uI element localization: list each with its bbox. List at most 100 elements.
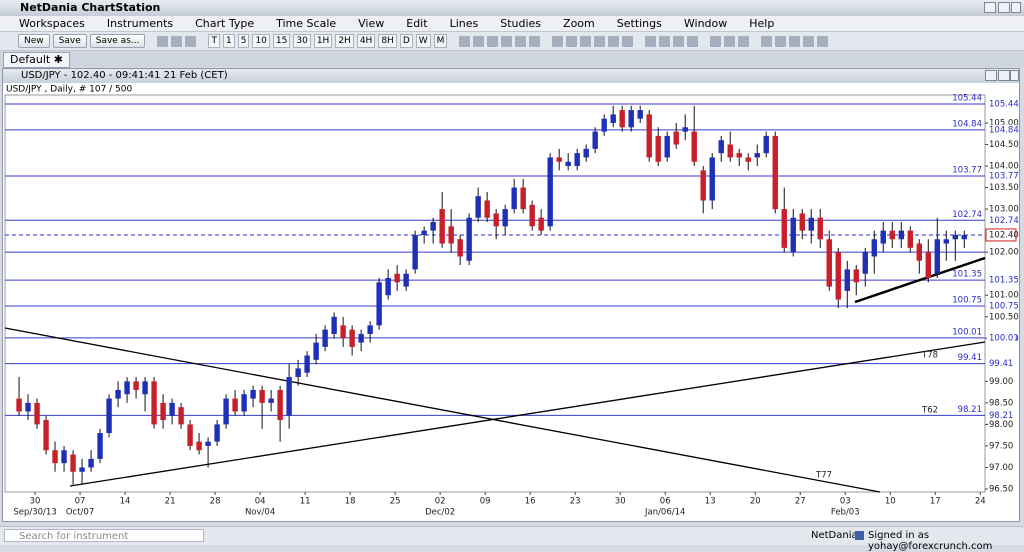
menu-item[interactable]: View [358, 17, 385, 30]
level-axis-label: 101.35 [989, 276, 1019, 286]
tool-icon[interactable] [738, 35, 750, 47]
candle-body [835, 252, 841, 300]
menu-item[interactable]: Workspaces [19, 17, 85, 30]
candle-body [34, 402, 40, 425]
tool-icon[interactable] [673, 35, 685, 47]
period-button[interactable]: 15 [272, 34, 291, 48]
minimize-button[interactable] [984, 2, 996, 13]
candle-body [331, 316, 337, 334]
period-button[interactable]: D [399, 34, 413, 48]
y-tick-label: 98.50 [989, 398, 1013, 408]
period-button[interactable]: 30 [293, 34, 311, 48]
y-tick-label: 97.00 [989, 463, 1013, 473]
tool-icon[interactable] [775, 35, 787, 47]
trendline [854, 256, 986, 304]
tool-icon[interactable] [761, 35, 773, 47]
x-tick-label: 17 [930, 497, 941, 507]
x-tick-label: 25 [390, 497, 401, 507]
candle-body [520, 187, 526, 210]
level-axis-bg [987, 99, 1017, 110]
period-button[interactable]: 4H [356, 34, 376, 48]
chart-close[interactable] [1010, 70, 1019, 81]
x-major-label: Nov/04 [245, 508, 275, 518]
tool-icon[interactable] [608, 35, 620, 47]
level-axis-bg [987, 410, 1017, 421]
chart-minimize[interactable] [985, 70, 997, 81]
period-button[interactable]: 10 [252, 34, 270, 48]
tool-icon[interactable] [803, 35, 815, 47]
toolbar: New Save Save as... T 1 5 10 15 30 1H 2H 4H 8H D W M [0, 31, 1024, 51]
tool-icon[interactable] [817, 35, 829, 47]
period-button[interactable]: 2H [335, 34, 354, 48]
tool-icon[interactable] [529, 35, 541, 47]
chart-maximize[interactable] [998, 70, 1010, 81]
tool-icon[interactable] [659, 35, 671, 47]
tool-icon[interactable] [566, 35, 578, 47]
annotation: T78 [921, 351, 938, 361]
candle-body [700, 170, 706, 201]
period-button[interactable]: 1H [313, 34, 333, 48]
close-button[interactable] [1011, 2, 1021, 13]
period-button[interactable]: 1 [222, 34, 235, 48]
tool-icon[interactable] [580, 35, 592, 47]
trendlines: T78 T62 T77 [4, 256, 986, 493]
chart-window: USD/JPY - 102.40 - 09:41:41 21 Feb (CET) [2, 68, 1020, 522]
x-tick-label: 27 [795, 497, 806, 507]
last-price-label: 102.40 [989, 230, 1019, 240]
tool-icon[interactable] [487, 35, 499, 47]
menu-item[interactable]: Lines [449, 17, 479, 30]
tool-icon[interactable] [185, 35, 197, 47]
candle-body [790, 217, 796, 253]
candle-body [817, 217, 823, 240]
candle-body [286, 377, 292, 416]
level-axis-label: 99.41 [989, 359, 1013, 369]
menu-item[interactable]: Chart Type [195, 17, 255, 30]
toolbar-button[interactable]: Save [52, 34, 87, 48]
candle-body [889, 230, 895, 240]
menu-item[interactable]: Time Scale [276, 17, 337, 30]
maximize-button[interactable] [998, 2, 1010, 13]
tool-icon[interactable] [710, 35, 722, 47]
candle-body [457, 239, 463, 257]
toolbar-button[interactable]: Save as... [89, 34, 146, 48]
period-button[interactable]: M [433, 34, 448, 48]
x-tick-label: 16 [525, 497, 536, 507]
tool-icon[interactable] [473, 35, 485, 47]
tool-icon[interactable] [789, 35, 801, 47]
tool-icon[interactable] [157, 35, 169, 47]
candle-body [484, 200, 490, 218]
candle-body [709, 157, 715, 201]
tool-icon[interactable] [622, 35, 634, 47]
y-tick-label: 104.00 [989, 162, 1019, 172]
search-box[interactable]: Search for instrument [4, 529, 204, 542]
tool-icon[interactable] [594, 35, 606, 47]
tool-icon[interactable] [645, 35, 657, 47]
tool-icon[interactable] [171, 35, 183, 47]
menu-item[interactable]: Zoom [563, 17, 595, 30]
menu-item[interactable]: Studies [500, 17, 542, 30]
candle-body [43, 420, 49, 451]
y-tick-label: 102.00 [989, 248, 1019, 258]
tool-icon[interactable] [501, 35, 513, 47]
menu-item[interactable]: Settings [616, 17, 662, 30]
menu-item[interactable]: Edit [406, 17, 428, 30]
period-button[interactable]: T [208, 34, 220, 48]
tool-icon[interactable] [552, 35, 564, 47]
trendline [69, 341, 986, 487]
period-button[interactable]: 5 [237, 34, 250, 48]
tool-icon[interactable] [687, 35, 699, 47]
period-button[interactable]: W [415, 34, 431, 48]
menu-item[interactable]: Help [749, 17, 775, 30]
level-label: 98.21 [958, 405, 982, 415]
tool-icon[interactable] [724, 35, 736, 47]
period-button[interactable]: 8H [378, 34, 397, 48]
toolbar-button[interactable]: New [18, 34, 50, 48]
tool-icon[interactable] [459, 35, 471, 47]
tab[interactable]: Default ✱ [3, 52, 70, 68]
tool-icon[interactable] [515, 35, 527, 47]
menu-item[interactable]: Window [683, 17, 728, 30]
x-major-label: Jan/06/14 [644, 508, 685, 518]
menu-item[interactable]: Instruments [106, 17, 174, 30]
x-tick-label: 30 [30, 497, 41, 507]
